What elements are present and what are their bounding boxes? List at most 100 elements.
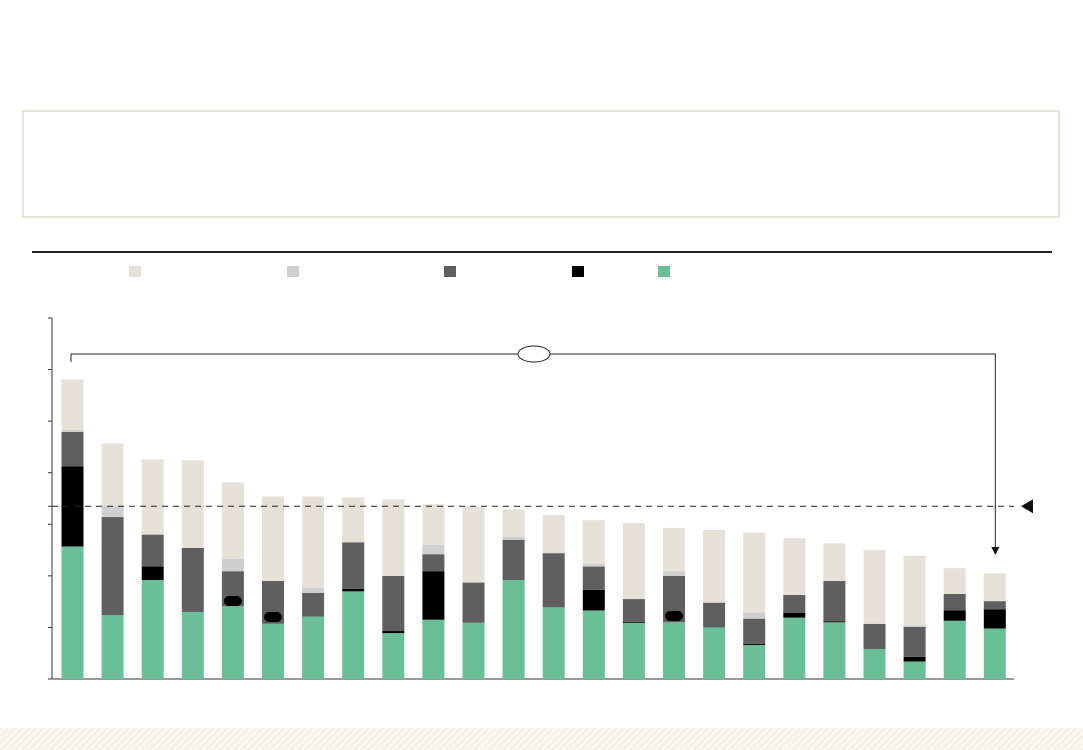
- bar-segment-beige: [663, 527, 685, 572]
- bar-segment-black: [342, 588, 365, 592]
- bar-segment-green: [903, 661, 926, 679]
- bar-segment-light_gray: [221, 558, 244, 572]
- bar-segment-beige: [823, 543, 846, 582]
- bar-segment-green: [462, 622, 485, 679]
- bar-segment-black: [943, 610, 966, 621]
- bar-segment-dark_gray: [983, 601, 1006, 610]
- bar-segment-black: [61, 466, 84, 547]
- bar-segment-dark_gray: [622, 599, 645, 622]
- bar-marker-pill: [223, 596, 242, 606]
- bar-segment-green: [622, 622, 645, 679]
- note-box: [22, 110, 1060, 218]
- bar-segment-light_gray: [302, 587, 325, 593]
- reference-line-marker: [1021, 499, 1033, 514]
- bar-segment-dark_gray: [502, 539, 525, 580]
- bar-segment-dark_gray: [703, 602, 726, 628]
- bar-segment-black: [823, 621, 846, 623]
- bar-segment-green: [141, 579, 164, 679]
- bar-segment-light_gray: [903, 625, 926, 627]
- bar-segment-light_gray: [101, 505, 124, 518]
- bar-segment-beige: [743, 532, 766, 613]
- bar-segment-dark_gray: [141, 534, 164, 567]
- bar-segment-black: [903, 656, 926, 662]
- bar-segment-beige: [783, 538, 806, 595]
- bar-segment-green: [863, 649, 886, 679]
- bracket-arrowhead: [991, 547, 1000, 555]
- bar-segment-green: [181, 611, 204, 679]
- bar-segment-beige: [382, 499, 405, 576]
- bar-segment-dark_gray: [101, 517, 124, 616]
- bar-segment-light_gray: [582, 563, 605, 567]
- bar-segment-dark_gray: [61, 431, 84, 467]
- bar-segment-light_gray: [422, 544, 445, 555]
- legend-swatch-light-gray: [287, 266, 299, 277]
- bar-segment-light_gray: [502, 536, 525, 540]
- header-rule: [32, 251, 1052, 253]
- bar-segment-green: [101, 615, 124, 679]
- bar-segment-green: [743, 644, 766, 679]
- bar-segment-beige: [422, 504, 445, 545]
- bar-segment-beige: [181, 460, 204, 549]
- bar-segment-beige: [622, 523, 645, 600]
- bar-segment-beige: [101, 443, 124, 506]
- bar-segment-light_gray: [61, 429, 84, 432]
- legend-swatch-black: [572, 266, 584, 277]
- bar-segment-green: [502, 579, 525, 679]
- bar-segment-beige: [582, 520, 605, 564]
- bar-segment-black: [141, 566, 164, 580]
- bar-segment-green: [382, 633, 405, 679]
- bar-segment-beige: [703, 529, 726, 603]
- bar-segment-black: [382, 631, 405, 634]
- bar-segment-beige: [542, 515, 565, 554]
- bar-segment-dark_gray: [903, 626, 926, 657]
- bar-segment-dark_gray: [542, 553, 565, 608]
- legend-swatch-green: [658, 266, 670, 277]
- bar-segment-beige: [221, 482, 244, 559]
- bar-segment-green: [302, 616, 325, 679]
- legend-swatch-beige: [129, 266, 141, 277]
- bar-segment-green: [342, 591, 365, 679]
- bar-segment-green: [783, 617, 806, 679]
- bar-segment-beige: [302, 496, 325, 588]
- bar-segment-light_gray: [743, 612, 766, 619]
- bar-segment-dark_gray: [863, 623, 886, 650]
- bar-segment-light_gray: [663, 571, 685, 576]
- bar-segment-dark_gray: [181, 548, 204, 612]
- bar-segment-green: [943, 620, 966, 679]
- bar-segment-beige: [983, 573, 1006, 602]
- bar-segment-dark_gray: [462, 582, 485, 623]
- bar-segment-green: [262, 623, 284, 679]
- bar-segment-dark_gray: [342, 542, 365, 589]
- bracket-callout-oval: [517, 345, 551, 363]
- bar-segment-beige: [262, 496, 284, 582]
- bar-segment-dark_gray: [302, 592, 325, 617]
- bar-segment-green: [542, 607, 565, 679]
- bar-segment-black: [622, 621, 645, 623]
- bar-segment-black: [783, 612, 806, 618]
- bar-segment-green: [422, 619, 445, 679]
- bar-segment-beige: [943, 568, 966, 594]
- bar-segment-beige: [502, 509, 525, 537]
- bar-segment-beige: [462, 506, 485, 583]
- bar-segment-green: [703, 627, 726, 679]
- bar-segment-beige: [61, 379, 84, 430]
- bar-segment-black: [983, 609, 1006, 629]
- bar-segment-green: [221, 606, 244, 679]
- bar-segment-green: [61, 546, 84, 679]
- bar-segment-black: [743, 643, 766, 645]
- bar-marker-pill: [665, 611, 683, 621]
- bar-segment-dark_gray: [783, 594, 806, 613]
- bar-segment-black: [422, 571, 445, 620]
- bar-segment-dark_gray: [382, 575, 405, 632]
- bar-segment-beige: [342, 497, 365, 543]
- bar-segment-dark_gray: [743, 618, 766, 644]
- bar-segment-beige: [863, 550, 886, 624]
- bar-segment-black: [582, 589, 605, 611]
- bar-segment-green: [983, 628, 1006, 679]
- footer-band: [0, 728, 1083, 750]
- bar-segment-dark_gray: [663, 575, 685, 623]
- bar-segment-beige: [141, 459, 164, 535]
- bracket-connector: [70, 353, 996, 547]
- bar-segment-dark_gray: [943, 593, 966, 611]
